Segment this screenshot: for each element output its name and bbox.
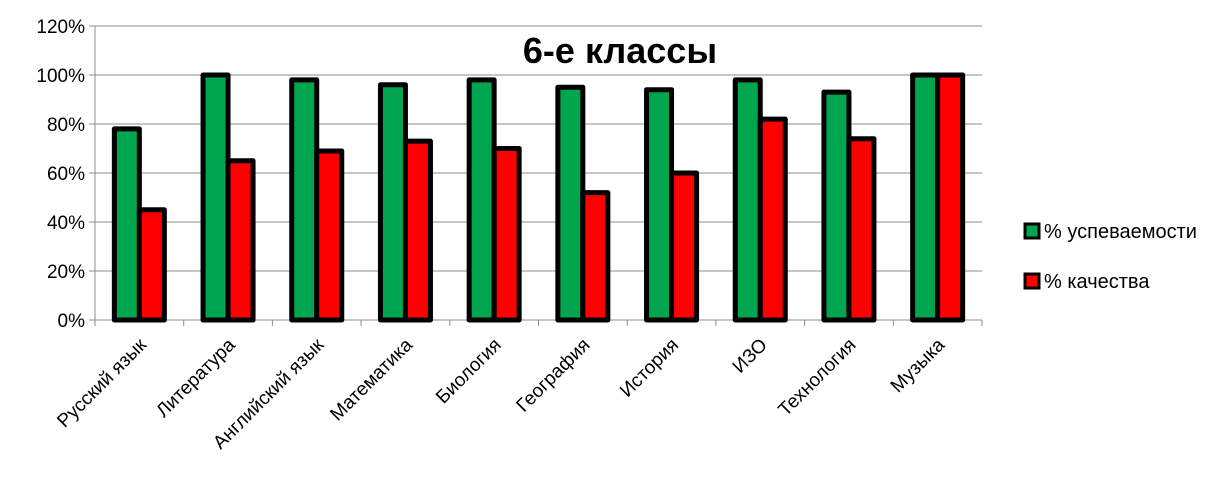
bar-uspevaemost <box>732 77 763 323</box>
bar-kachestvo <box>491 146 522 323</box>
y-tick-label: 40% <box>47 213 85 234</box>
legend-label: % успеваемости <box>1044 221 1197 243</box>
bar-uspevaemost <box>111 126 142 323</box>
bar-uspevaemost <box>555 84 586 323</box>
bar-kachestvo <box>669 170 700 323</box>
bar-uspevaemost <box>910 72 941 323</box>
bar-kachestvo <box>136 207 167 323</box>
bar-uspevaemost <box>377 82 408 323</box>
bar-kachestvo <box>402 138 433 323</box>
x-category-label: ИЗО <box>729 335 772 378</box>
y-tick-label: 100% <box>36 66 85 87</box>
bar-kachestvo <box>225 158 256 323</box>
bar-uspevaemost <box>821 89 852 323</box>
x-category-label: Технология <box>775 335 861 421</box>
bar-kachestvo <box>314 148 345 323</box>
legend-swatch <box>1023 222 1041 240</box>
x-category-label: География <box>513 335 595 417</box>
legend-swatch <box>1023 272 1041 290</box>
x-category-label: Биология <box>432 335 505 408</box>
x-category-label: Музыка <box>887 334 950 397</box>
legend: % успеваемости % качества <box>1023 221 1197 293</box>
x-category-label: Литература <box>152 334 239 421</box>
bar-kachestvo <box>580 190 611 323</box>
legend-label: % качества <box>1044 271 1150 293</box>
y-tick-label: 60% <box>47 164 85 185</box>
bar-kachestvo <box>846 136 877 323</box>
bar-uspevaemost <box>200 72 231 323</box>
y-tick-label: 80% <box>47 115 85 136</box>
chart-title: 6-е классы <box>523 30 717 71</box>
bar-uspevaemost <box>644 87 675 323</box>
bars <box>111 72 966 323</box>
bar-kachestvo <box>757 116 788 323</box>
y-tick-label: 20% <box>47 262 85 283</box>
bar-uspevaemost <box>289 77 320 323</box>
y-tick-label: 0% <box>58 311 86 332</box>
x-category-label: История <box>616 335 683 402</box>
bar-kachestvo <box>935 72 966 323</box>
x-category-label: Математика <box>326 334 417 425</box>
y-tick-label: 120% <box>36 17 85 38</box>
bar-uspevaemost <box>466 77 497 323</box>
x-category-label: Русский язык <box>53 334 151 432</box>
